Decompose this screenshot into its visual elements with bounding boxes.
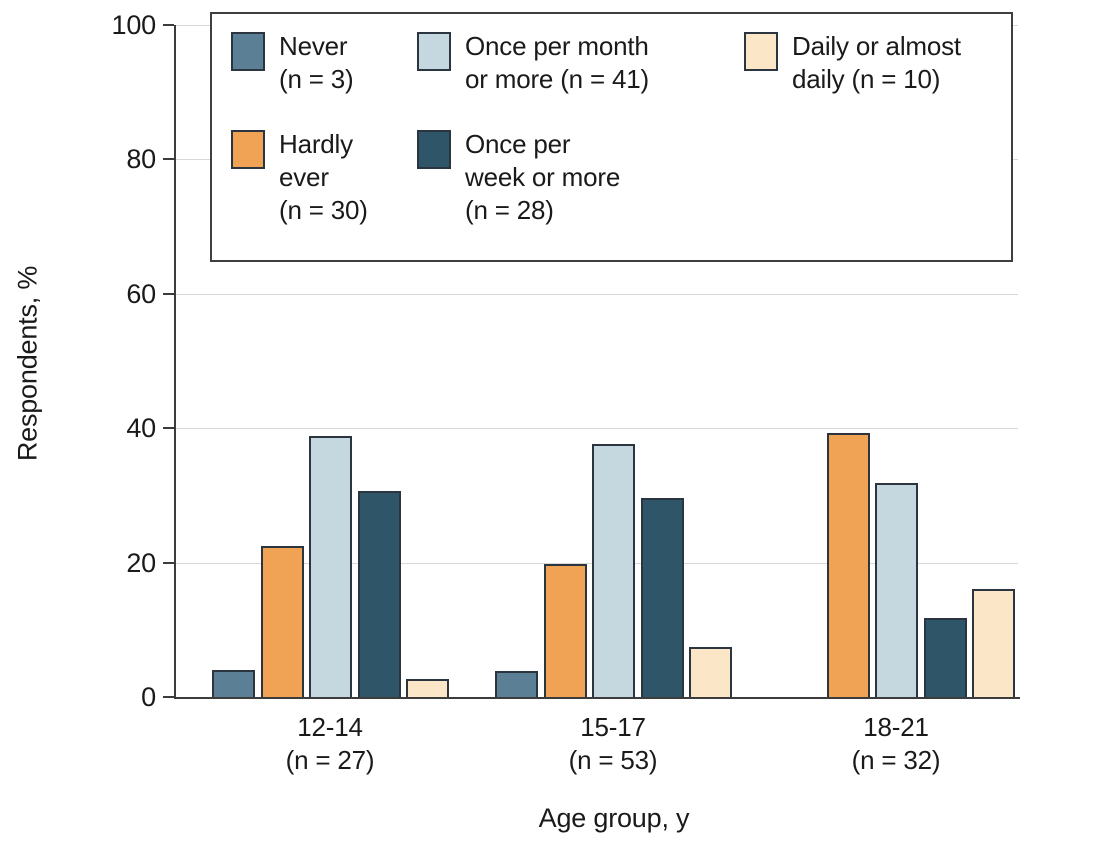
y-axis-title: Respondents, %: [12, 265, 43, 462]
y-tick-label-40: 40: [126, 413, 156, 443]
gridline-60: [174, 294, 1018, 295]
legend-box: Never (n = 3) Hardly ever (n = 30) Once per m…: [210, 12, 1013, 262]
x-category-label-2: 15-17 (n = 53): [568, 712, 658, 775]
x-axis-title: Age group, y: [538, 803, 690, 833]
bar-daily-or-almost-daily-group1: [406, 679, 449, 699]
bar-once-per-month-or-more-group3: [875, 483, 918, 699]
bar-once-per-month-or-more-group1: [309, 436, 352, 699]
legend-swatch-hardly-ever: [231, 130, 265, 169]
y-tick-0: [163, 696, 174, 698]
bar-hardly-ever-group3: [827, 433, 870, 699]
y-tick-label-20: 20: [126, 548, 156, 578]
legend-swatch-once-per-week-or-more: [417, 130, 451, 169]
y-tick-60: [163, 293, 174, 295]
legend-label-once-per-week-or-more: Once per week or more (n = 28): [465, 129, 621, 225]
x-axis-line: [174, 697, 1020, 699]
legend-swatch-never: [231, 32, 265, 71]
bar-once-per-week-or-more-group2: [641, 498, 684, 699]
legend-swatch-once-per-month-or-more: [417, 32, 451, 71]
legend-label-hardly-ever: Hardly ever (n = 30): [279, 129, 368, 225]
bar-once-per-week-or-more-group3: [924, 618, 967, 699]
bar-daily-or-almost-daily-group2: [689, 647, 732, 699]
y-tick-40: [163, 427, 174, 429]
legend-label-never: Never (n = 3): [279, 31, 354, 94]
y-tick-20: [163, 562, 174, 564]
bar-daily-or-almost-daily-group3: [972, 589, 1015, 699]
bar-never-group1: [212, 670, 255, 699]
legend-label-daily-or-almost-daily: Daily or almost daily (n = 10): [792, 31, 961, 94]
x-category-label-3: 18-21 (n = 32): [851, 712, 941, 775]
bar-hardly-ever-group2: [544, 564, 587, 699]
y-axis-line: [174, 25, 176, 697]
y-tick-label-80: 80: [126, 144, 156, 174]
bar-hardly-ever-group1: [261, 546, 304, 699]
x-category-label-1: 12-14 (n = 27): [285, 712, 375, 775]
y-tick-100: [163, 24, 174, 26]
y-tick-label-0: 0: [141, 682, 156, 712]
bar-never-group2: [495, 671, 538, 699]
legend-swatch-daily-or-almost-daily: [744, 32, 778, 71]
gridline-40: [174, 428, 1018, 429]
bar-once-per-month-or-more-group2: [592, 444, 635, 699]
y-tick-label-100: 100: [111, 10, 157, 40]
bar-once-per-week-or-more-group1: [358, 491, 401, 699]
legend-label-once-per-month-or-more: Once per month or more (n = 41): [465, 31, 649, 94]
y-tick-80: [163, 158, 174, 160]
y-tick-label-60: 60: [126, 279, 156, 309]
